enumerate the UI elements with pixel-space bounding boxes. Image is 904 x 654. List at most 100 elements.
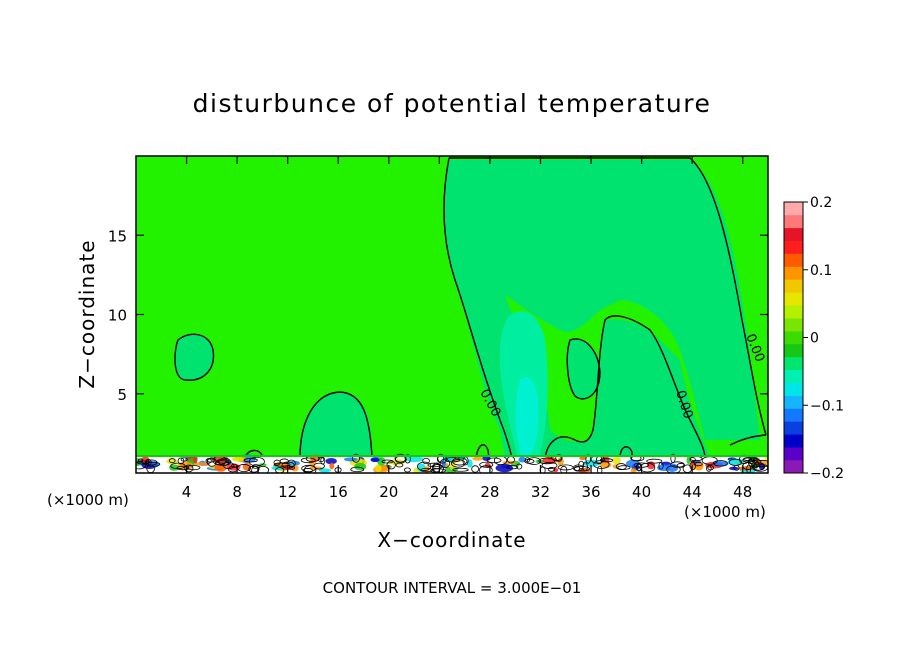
x-tick-label: 12 [278,483,297,501]
boundary-layer-contour [352,453,360,463]
boundary-layer-contour [394,453,407,463]
negative-region-upper [448,160,760,440]
boundary-layer-contour [573,465,581,472]
boundary-layer-contour [728,458,742,466]
boundary-layer-blob [764,456,768,461]
x-tick-label: 40 [632,483,651,501]
boundary-layer-contour [452,457,468,466]
colorbar-swatch [784,369,803,383]
x-tick-label: 4 [182,483,192,501]
boundary-layer-contour [422,457,430,465]
boundary-layer-contour [585,454,591,464]
boundary-layer-contour [176,465,190,471]
boundary-layer-contour [479,461,494,468]
x-axis-label: X−coordinate [377,528,526,552]
boundary-layer-contour [471,465,480,473]
x-tick-label: 48 [733,483,752,501]
boundary-layer-contour [180,457,188,462]
boundary-layer-contour [145,461,161,467]
boundary-layer-contour [593,459,610,469]
colorbar-swatch [784,331,803,345]
negative-region-right-cell [567,339,600,399]
boundary-layer-contour [666,465,681,473]
colorbar-swatch [784,408,803,422]
boundary-layer-contour [452,467,469,472]
colorbar-swatch [784,214,803,229]
boundary-layer-contour [689,457,696,463]
boundary-layer-blob [231,456,245,462]
boundary-layer-blob [344,457,358,462]
boundary-layer-contour [486,457,502,464]
boundary-layer-contour [597,465,603,473]
boundary-layer-contour [184,464,194,473]
colorbar-swatch [784,395,803,409]
boundary-layer-contour [746,464,752,473]
negative-region-core-inner [515,376,539,458]
boundary-layer-blob [472,456,483,461]
boundary-layer-contour [742,457,755,463]
colorbar-swatch [784,240,803,254]
boundary-layer-contour [670,453,676,464]
boundary-layer-contour [541,461,558,469]
colorbar-swatch [784,266,803,280]
y-axis: 5 10 15 [108,227,768,404]
boundary-layer-contour [273,459,281,466]
boundary-layer-blob [375,464,382,473]
boundary-layer-contour [451,459,466,468]
boundary-layer-blob [686,456,691,465]
colorbar-swatch [784,382,803,396]
boundary-layer-blob [518,456,526,463]
boundary-layer-contour [615,463,627,471]
boundary-layer-contour [404,467,411,473]
boundary-layer-contour [506,465,519,470]
colorbar-swatch [784,447,803,461]
y-tick-label: 5 [117,386,127,404]
colorbar-swatch [784,227,803,242]
boundary-layer-contour [516,463,523,470]
colorbar-tick-label: 0.1 [810,263,832,279]
colorbar-tick-label: 0 [810,331,819,347]
boundary-layer-contour [713,460,728,467]
boundary-layer-contour [555,454,563,462]
boundary-layer-contour [273,462,291,467]
x-tick-label: 16 [329,483,348,501]
colorbar: 0.2 0.1 0 −0.1 −0.2 [783,195,844,482]
boundary-layer-blob [630,467,637,473]
boundary-layer-contour [168,458,176,464]
colorbar-swatch [784,292,803,306]
boundary-layer-blob [193,462,209,466]
boundary-layer-blob [325,457,337,465]
negative-region-mid-cell [298,392,372,458]
colorbar-swatch [784,421,803,435]
boundary-layer-contour [137,458,144,463]
boundary-layer-noise [136,453,768,473]
boundary-layer-blob [482,455,491,461]
y-tick-label: 10 [108,307,127,325]
boundary-layer-contour [693,461,703,467]
colorbar-swatch [784,318,803,332]
boundary-layer-blob [612,457,621,465]
x-tick-label: 28 [480,483,499,501]
boundary-layer-contour [599,458,614,463]
y-tick-label: 15 [108,227,127,245]
boundary-layer-contour [300,457,316,464]
boundary-layer-contour [386,460,396,470]
boundary-layer-contour [404,454,411,464]
boundary-layer-blob [318,468,331,473]
boundary-layer-contour [301,464,316,473]
boundary-layer-contour [707,465,714,471]
boundary-layer-contour [289,465,296,470]
boundary-layer-blob [535,459,545,464]
boundary-layer-contour [395,462,404,468]
x-axis: 4 8 12 16 20 24 28 32 36 40 44 48 [182,156,752,501]
boundary-layer-contour [350,466,365,473]
colorbar-swatch [784,202,803,216]
x-unit-right: (×1000 m) [684,503,766,521]
x-tick-label: 24 [430,483,449,501]
boundary-layer-blob [354,462,367,471]
y-axis-label: Z−coordinate [75,239,99,388]
boundary-layer-blob [329,462,335,470]
boundary-layer-contour [320,456,326,465]
chart-title: disturbunce of potential temperature [193,89,712,118]
boundary-layer-contour [751,462,761,468]
